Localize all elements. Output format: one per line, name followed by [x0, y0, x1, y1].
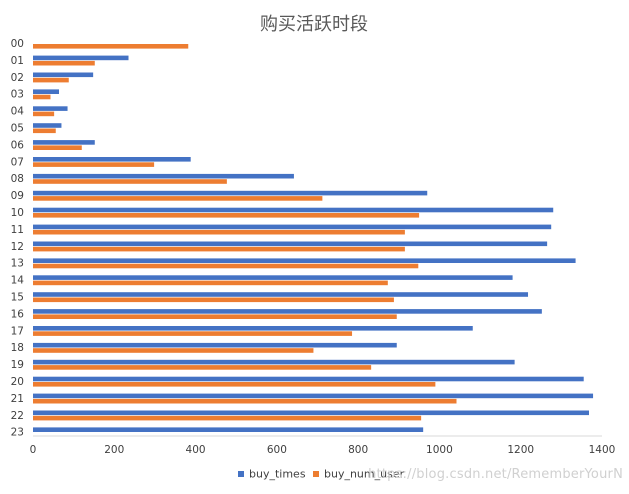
bar-buy_times-19 — [33, 359, 515, 365]
legend: buy_times buy_num_user — [238, 468, 405, 481]
y-tick-label-06: 06 — [11, 139, 25, 151]
y-tick-label-20: 20 — [11, 376, 24, 388]
bar-buy_num_user-22 — [33, 415, 422, 421]
bar-buy_num_user-21 — [33, 398, 457, 404]
bar-buy_num_user-20 — [33, 382, 436, 387]
x-tick-label-1000: 1000 — [426, 444, 453, 456]
y-tick-label-13: 13 — [11, 258, 24, 270]
x-tick-label-1400: 1400 — [589, 444, 616, 456]
bar-buy_num_user-14 — [33, 280, 388, 286]
x-tick-label-0: 0 — [30, 444, 37, 456]
x-tick-label-400: 400 — [186, 444, 206, 456]
y-axis-labels: 00 01 02 03 04 05 06 07 08 09 10 11 12 13 14 15 16 17 18 19… — [11, 38, 25, 439]
bar-buy_num_user-00 — [33, 44, 189, 49]
bar-buy_times-16 — [33, 309, 542, 314]
bar-buy_num_user-12 — [33, 246, 405, 252]
y-tick-label-11: 11 — [11, 224, 24, 236]
y-tick-label-21: 21 — [11, 393, 24, 405]
watermark-text: https://blog.csdn.net/RememberYourN — [368, 467, 623, 482]
bar-buy_num_user-02 — [33, 77, 69, 83]
bar-buy_num_user-17 — [33, 331, 353, 336]
bar-buy_times-05 — [33, 123, 62, 128]
bar-buy_times-12 — [33, 241, 548, 247]
legend-swatch-buy_times — [238, 471, 244, 477]
legend-label-buy_num_user: buy_num_user — [324, 468, 405, 481]
y-tick-label-04: 04 — [11, 106, 25, 118]
y-tick-label-16: 16 — [11, 308, 25, 320]
bar-buy_times-20 — [33, 376, 584, 382]
x-axis-labels: 0 200 400 600 800 1000 1200 1400 — [30, 444, 616, 456]
bar-buy_times-08 — [33, 173, 294, 179]
y-tick-label-00: 00 — [11, 38, 24, 50]
y-tick-label-19: 19 — [11, 359, 24, 371]
bar-buy_num_user-16 — [33, 314, 397, 319]
bar-buy_times-13 — [33, 258, 576, 263]
legend-swatch-buy_num_user — [313, 471, 319, 477]
y-tick-label-05: 05 — [11, 122, 24, 134]
bar-buy_times-22 — [33, 410, 589, 416]
bar-buy_times-17 — [33, 326, 473, 331]
y-tick-label-03: 03 — [11, 89, 24, 101]
bar-buy_times-09 — [33, 190, 428, 196]
y-tick-label-12: 12 — [11, 241, 24, 253]
x-tick-label-600: 600 — [267, 444, 287, 456]
y-tick-label-02: 02 — [11, 72, 24, 84]
bar-buy_times-04 — [33, 106, 68, 111]
bar-buy_num_user-11 — [33, 229, 405, 235]
bar-buy_num_user-15 — [33, 297, 394, 303]
y-tick-label-18: 18 — [11, 342, 24, 354]
x-tick-label-200: 200 — [104, 444, 124, 456]
bar-buy_num_user-06 — [33, 145, 82, 150]
x-tick-label-1200: 1200 — [507, 444, 534, 456]
bar-buy_times-14 — [33, 275, 513, 280]
y-tick-label-17: 17 — [11, 325, 24, 337]
bar-buy_num_user-05 — [33, 128, 56, 134]
bar-buy_num_user-08 — [33, 179, 227, 184]
bar-buy_num_user-09 — [33, 196, 323, 201]
bar-buy_num_user-10 — [33, 213, 420, 218]
y-tick-label-07: 07 — [11, 156, 24, 168]
y-tick-label-08: 08 — [11, 173, 24, 185]
bar-buy_num_user-13 — [33, 263, 419, 269]
legend-label-buy_times: buy_times — [249, 468, 306, 481]
bar-buy_times-11 — [33, 224, 552, 230]
bar-buy_num_user-03 — [33, 94, 51, 100]
chart-title: 购买活跃时段 — [260, 14, 368, 35]
bar-buy_num_user-01 — [33, 60, 95, 66]
y-tick-label-15: 15 — [11, 291, 24, 303]
bar-buy_num_user-07 — [33, 162, 155, 167]
y-tick-label-14: 14 — [11, 275, 25, 287]
bar-buy_num_user-18 — [33, 348, 314, 353]
bar-buy_times-03 — [33, 89, 60, 94]
bar-buy_times-01 — [33, 55, 129, 61]
bar-buy_times-07 — [33, 157, 191, 162]
y-tick-label-23: 23 — [11, 427, 24, 439]
bar-buy_times-23 — [33, 427, 424, 432]
bar-buy_times-15 — [33, 292, 529, 297]
bar-buy_num_user-19 — [33, 365, 372, 370]
bars-group — [33, 44, 594, 432]
y-tick-label-10: 10 — [11, 207, 24, 219]
bar-buy_times-02 — [33, 72, 94, 78]
y-tick-label-22: 22 — [11, 410, 24, 422]
bar-buy_times-21 — [33, 393, 594, 399]
bar-buy_times-10 — [33, 207, 554, 213]
y-tick-label-01: 01 — [11, 55, 24, 67]
bar-buy_times-06 — [33, 140, 95, 145]
x-tick-label-800: 800 — [348, 444, 368, 456]
y-tick-label-09: 09 — [11, 190, 24, 202]
bar-buy_num_user-04 — [33, 111, 55, 117]
bar-buy_times-18 — [33, 342, 397, 348]
